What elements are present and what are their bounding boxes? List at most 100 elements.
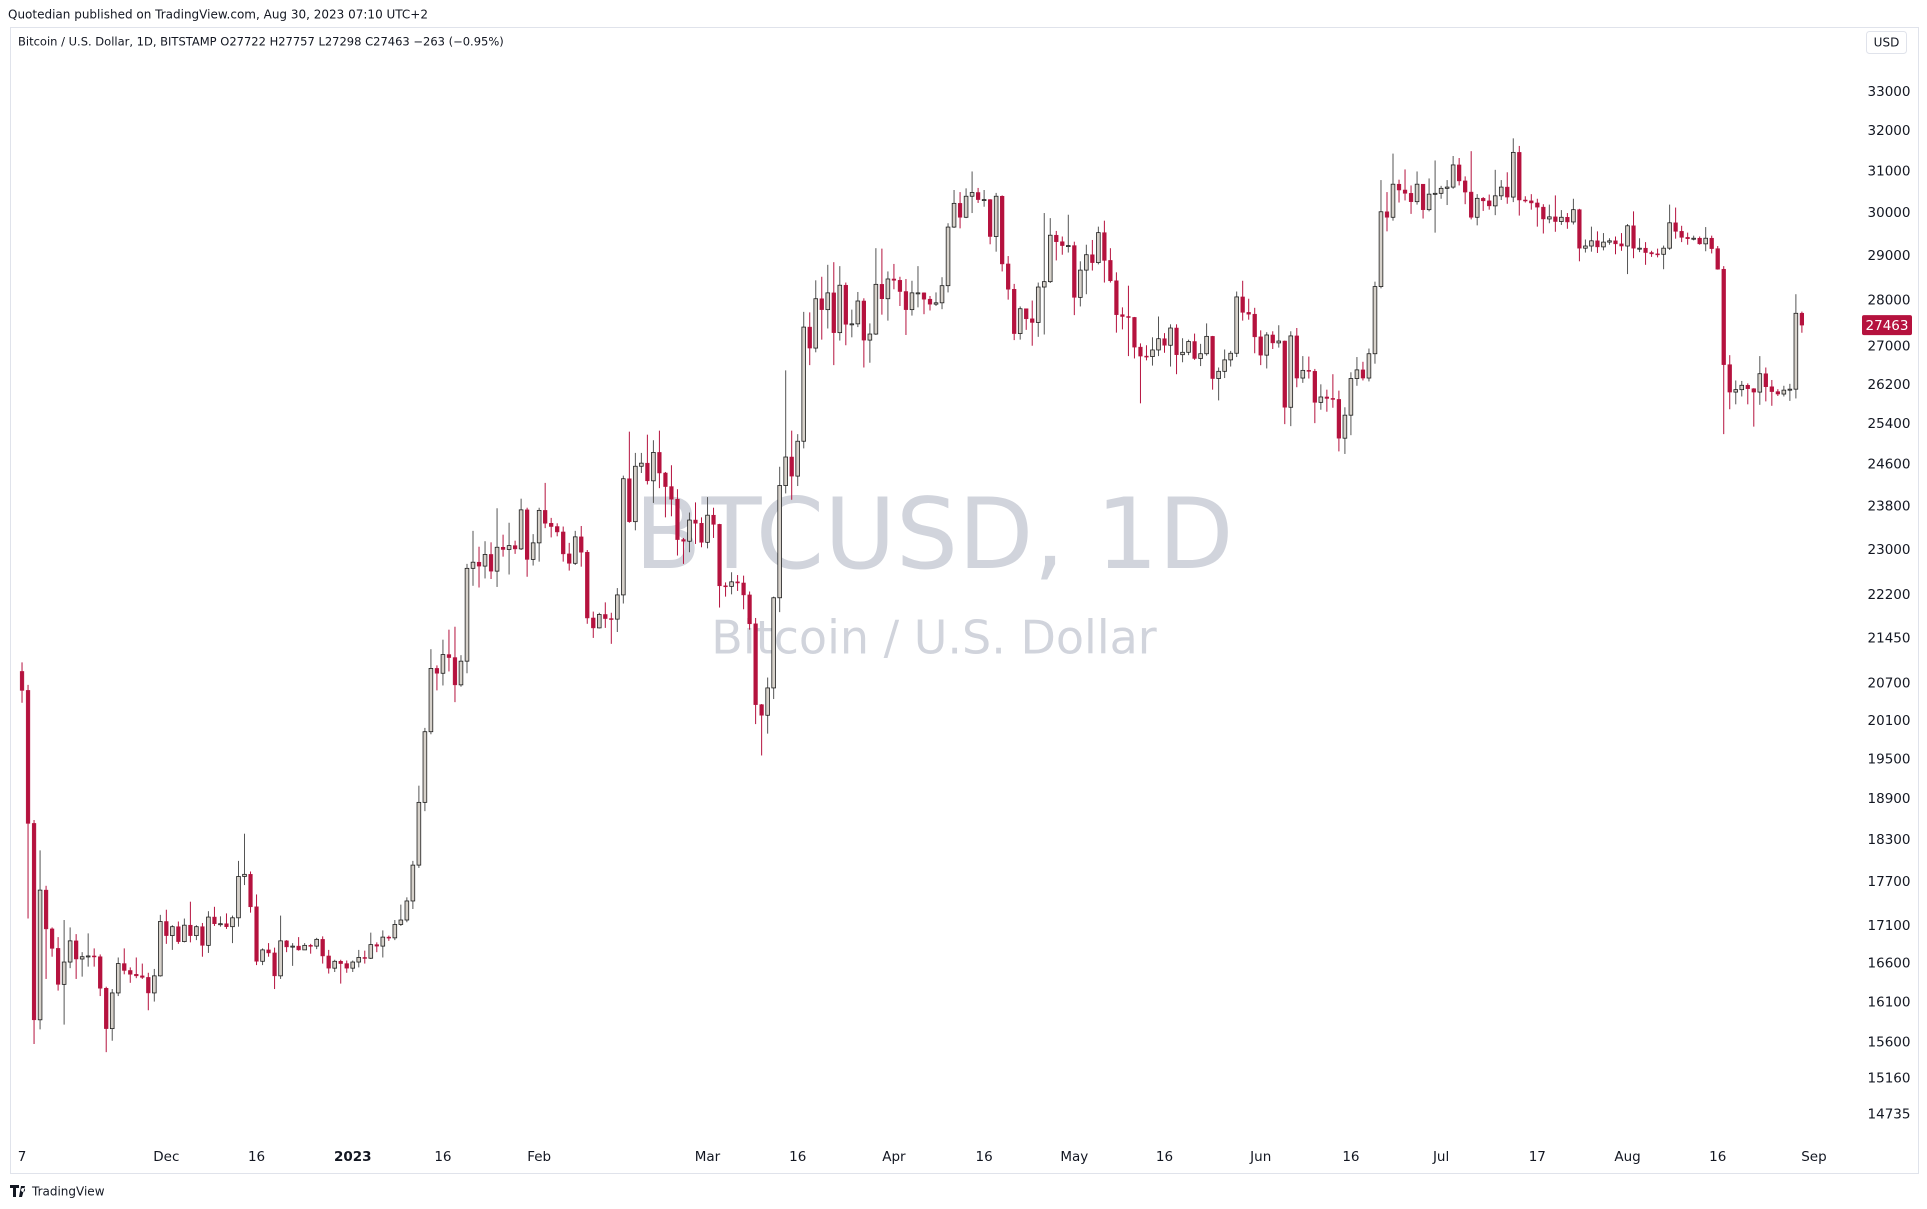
candle-body xyxy=(1631,225,1636,249)
candle-body xyxy=(518,509,524,550)
candle-body xyxy=(254,906,259,962)
candle-body xyxy=(446,654,452,658)
candle-body xyxy=(1589,240,1594,247)
candle-body xyxy=(1294,335,1299,379)
y-tick-label: 32000 xyxy=(1868,123,1911,139)
candle-body xyxy=(1228,352,1233,361)
candle-body xyxy=(500,547,506,550)
candle-body xyxy=(711,514,716,525)
candle-body xyxy=(927,298,933,305)
candle-body xyxy=(1426,193,1432,211)
candle-body xyxy=(494,546,500,572)
candle-body xyxy=(1204,335,1209,355)
candle-body xyxy=(308,945,313,947)
candle-body xyxy=(248,874,253,908)
candle-body xyxy=(747,594,752,625)
candle-body xyxy=(909,292,915,311)
candle-body xyxy=(206,916,211,946)
candle-body xyxy=(43,889,49,930)
chart-frame xyxy=(10,27,1919,1174)
candle-body xyxy=(603,614,608,619)
candle-body xyxy=(158,921,163,977)
candle-body xyxy=(1799,312,1805,326)
candle-body xyxy=(1420,183,1426,210)
candle-body xyxy=(849,323,855,326)
candle-body xyxy=(543,510,548,524)
candle-body xyxy=(705,514,710,543)
candle-body xyxy=(1619,243,1624,247)
candle-body xyxy=(19,671,25,691)
candle-body xyxy=(813,298,819,349)
symbol-legend: Bitcoin / U.S. Dollar, 1D, BITSTAMP O277… xyxy=(18,35,504,49)
candle-body xyxy=(506,545,512,550)
currency-label[interactable]: USD xyxy=(1874,36,1900,50)
candle-body xyxy=(1246,312,1251,315)
candle-body xyxy=(975,192,981,200)
y-tick-label: 30000 xyxy=(1868,205,1911,221)
candle-body xyxy=(1481,198,1486,202)
y-tick-label: 21450 xyxy=(1868,630,1911,646)
candle-body xyxy=(182,924,187,943)
candles xyxy=(19,138,1805,1053)
candle-body xyxy=(140,975,145,978)
candle-body xyxy=(98,956,103,989)
candle-body xyxy=(915,292,921,295)
candle-body xyxy=(1607,240,1612,243)
candle-body xyxy=(1793,312,1799,390)
candle-body xyxy=(55,948,61,985)
x-tick-label: Jun xyxy=(1249,1149,1271,1165)
x-tick-label: Feb xyxy=(527,1149,551,1165)
candle-body xyxy=(530,542,536,560)
candle-body xyxy=(981,199,987,201)
candle-body xyxy=(440,654,446,674)
candle-body xyxy=(104,988,109,1029)
candle-body xyxy=(368,944,374,959)
candle-body xyxy=(1697,237,1702,245)
candle-body xyxy=(1216,370,1221,379)
candle-body xyxy=(525,509,530,560)
currency-button[interactable] xyxy=(1866,31,1907,54)
candle-body xyxy=(314,938,319,947)
candle-body xyxy=(1372,286,1378,355)
candle-body xyxy=(188,924,193,936)
candle-body xyxy=(1613,240,1618,245)
candle-body xyxy=(1276,340,1282,344)
candle-body xyxy=(777,485,782,599)
candle-body xyxy=(115,963,121,994)
candle-body xyxy=(1192,341,1197,359)
candle-body xyxy=(380,936,386,947)
candle-body xyxy=(1084,254,1089,271)
watermark: BTCUSD, 1D Bitcoin / U.S. Dollar xyxy=(634,478,1233,665)
candle-body xyxy=(1150,349,1155,357)
candle-body xyxy=(957,203,963,218)
candle-body xyxy=(1306,370,1311,372)
candle-body xyxy=(873,283,879,335)
candle-body xyxy=(903,291,909,310)
candle-body xyxy=(152,975,157,994)
candle-body xyxy=(831,292,836,333)
y-tick-label: 25400 xyxy=(1868,416,1911,432)
y-tick-label: 14735 xyxy=(1868,1107,1911,1123)
candle-body xyxy=(212,916,217,924)
candle-body xyxy=(434,668,440,674)
candle-body xyxy=(1384,211,1390,218)
candle-body xyxy=(74,940,79,960)
candle-body xyxy=(1709,237,1714,249)
candle-body xyxy=(374,944,379,947)
candle-body xyxy=(1198,353,1203,359)
candle-body xyxy=(470,561,476,569)
candle-body xyxy=(512,545,518,550)
candle-body xyxy=(1505,186,1510,198)
candle-body xyxy=(861,300,866,341)
candle-body xyxy=(1721,268,1726,365)
candle-body xyxy=(134,974,139,977)
candle-body xyxy=(1781,389,1787,395)
candle-body xyxy=(1234,296,1239,354)
candle-body xyxy=(92,955,97,958)
candle-body xyxy=(879,284,885,299)
candle-body xyxy=(1763,373,1768,387)
candle-body xyxy=(260,949,265,962)
candle-body xyxy=(1517,152,1522,201)
y-tick-label: 22200 xyxy=(1868,587,1911,603)
